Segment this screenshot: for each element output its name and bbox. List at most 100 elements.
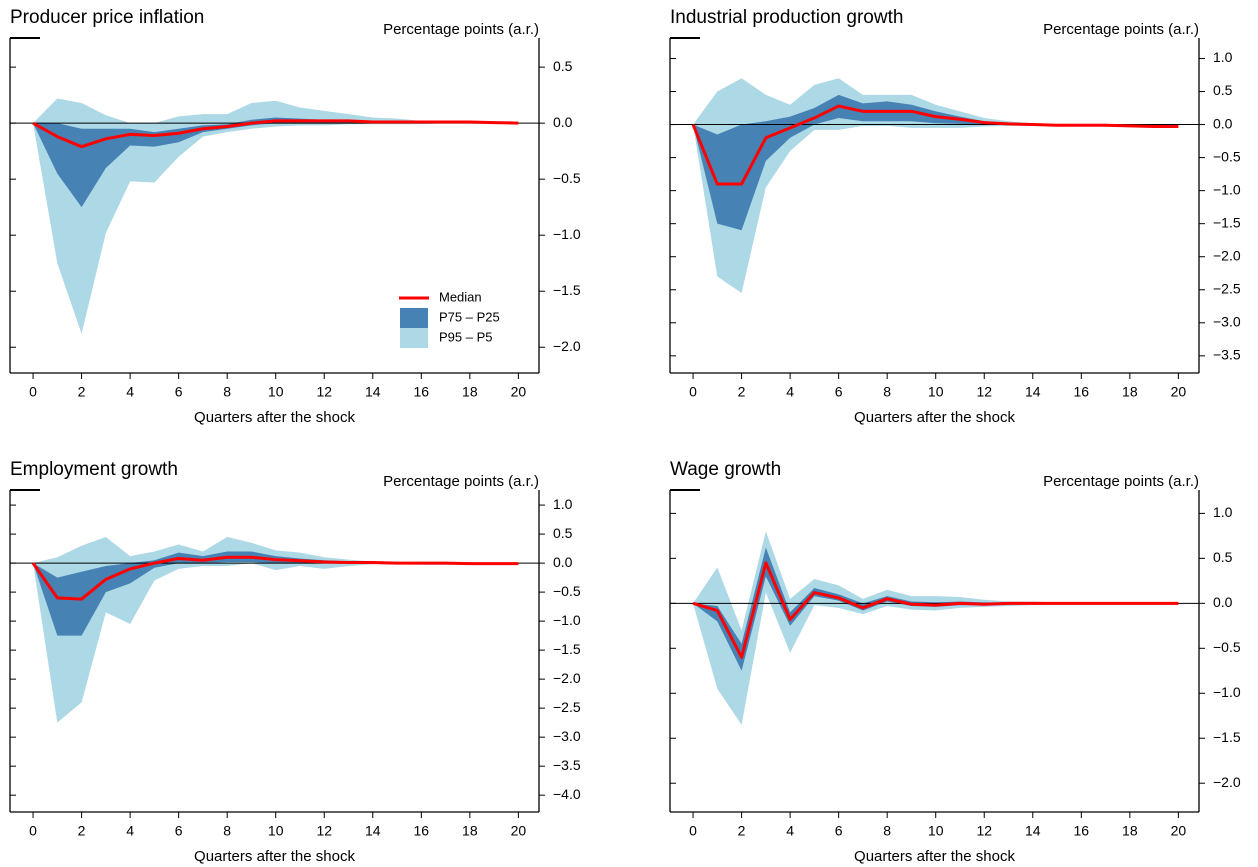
x-tick-label: 18 — [462, 384, 478, 400]
band — [33, 551, 519, 636]
legend-swatch — [400, 328, 428, 348]
band — [693, 531, 1179, 725]
y-tick-label: −2.0 — [1213, 247, 1241, 263]
x-tick-label: 0 — [689, 823, 697, 839]
y-tick-label: 0.5 — [553, 58, 573, 74]
x-tick-label: 20 — [511, 384, 527, 400]
y-tick-label: −1.5 — [553, 641, 581, 657]
x-tick-label: 6 — [835, 384, 843, 400]
y-tick-label: −1.0 — [553, 226, 581, 242]
y-tick-label: −2.0 — [1213, 774, 1241, 790]
y-tick-label: −3.5 — [1213, 347, 1241, 363]
y-tick-label: 1.0 — [1213, 504, 1233, 520]
x-tick-label: 16 — [414, 384, 430, 400]
x-tick-label: 12 — [976, 823, 992, 839]
legend-swatch — [400, 308, 428, 328]
x-tick-label: 12 — [316, 823, 332, 839]
band — [33, 117, 519, 208]
y-tick-label: −1.5 — [1213, 729, 1241, 745]
chart-title: Industrial production growth — [670, 7, 903, 28]
y-tick-label: −1.0 — [1213, 684, 1241, 700]
y-tick-label: 0.0 — [1213, 115, 1233, 131]
x-tick-label: 2 — [738, 823, 746, 839]
x-tick-label: 4 — [126, 384, 134, 400]
x-tick-label: 4 — [786, 384, 794, 400]
y-tick-label: −0.5 — [553, 170, 581, 186]
median-line — [692, 561, 1179, 659]
band — [33, 98, 519, 334]
x-tick-label: 2 — [738, 384, 746, 400]
x-tick-label: 18 — [1122, 823, 1138, 839]
x-tick-label: 2 — [78, 823, 86, 839]
x-tick-label: 20 — [1171, 384, 1187, 400]
chart-title: Wage growth — [670, 459, 781, 480]
y-axis-label: Percentage points (a.r.) — [383, 21, 539, 38]
x-tick-label: 10 — [268, 384, 284, 400]
y-tick-label: −1.5 — [1213, 214, 1241, 230]
x-tick-label: 0 — [689, 384, 697, 400]
y-axis-label: Percentage points (a.r.) — [1043, 473, 1199, 490]
y-tick-label: −3.5 — [553, 757, 581, 773]
y-tick-label: −2.5 — [553, 699, 581, 715]
y-tick-label: −0.5 — [1213, 148, 1241, 164]
x-tick-label: 4 — [126, 823, 134, 839]
chart-title: Producer price inflation — [10, 7, 204, 28]
legend-label: P95 – P5 — [439, 329, 493, 344]
legend-label: P75 – P25 — [439, 309, 500, 324]
x-tick-label: 6 — [175, 384, 183, 400]
x-tick-label: 10 — [928, 823, 944, 839]
x-tick-label: 16 — [1074, 823, 1090, 839]
median-line — [32, 119, 519, 149]
x-tick-label: 20 — [1171, 823, 1187, 839]
y-tick-label: −3.0 — [553, 728, 581, 744]
y-tick-label: −2.0 — [553, 670, 581, 686]
y-tick-label: −3.0 — [1213, 313, 1241, 329]
median-line — [31, 555, 519, 601]
x-tick-label: 6 — [175, 823, 183, 839]
x-tick-label: 6 — [835, 823, 843, 839]
x-tick-label: 14 — [1025, 384, 1041, 400]
x-tick-label: 12 — [316, 384, 332, 400]
x-tick-label: 20 — [511, 823, 527, 839]
x-tick-label: 16 — [414, 823, 430, 839]
y-tick-label: −0.5 — [553, 583, 581, 599]
y-tick-label: −2.0 — [553, 338, 581, 354]
y-tick-label: −1.5 — [553, 282, 581, 298]
y-tick-label: 0.5 — [1213, 549, 1233, 565]
y-tick-label: 0.5 — [1213, 82, 1233, 98]
x-tick-label: 18 — [1122, 384, 1138, 400]
x-tick-label: 8 — [223, 384, 231, 400]
y-tick-label: 0.0 — [553, 554, 573, 570]
y-tick-label: −0.5 — [1213, 639, 1241, 655]
x-tick-label: 8 — [883, 823, 891, 839]
y-tick-label: −1.0 — [553, 612, 581, 628]
y-tick-label: 1.0 — [553, 496, 573, 512]
band — [693, 94, 1179, 231]
x-axis-label: Quarters after the shock — [854, 848, 1015, 865]
x-tick-label: 14 — [365, 384, 381, 400]
y-axis-label: Percentage points (a.r.) — [383, 473, 539, 490]
x-tick-label: 14 — [1025, 823, 1041, 839]
x-tick-label: 4 — [786, 823, 794, 839]
legend-label: Median — [439, 289, 482, 304]
x-tick-label: 18 — [462, 823, 478, 839]
x-tick-label: 8 — [883, 384, 891, 400]
x-tick-label: 0 — [29, 384, 37, 400]
y-tick-label: −1.0 — [1213, 181, 1241, 197]
x-axis-label: Quarters after the shock — [194, 409, 355, 426]
x-axis-label: Quarters after the shock — [194, 848, 355, 865]
y-tick-label: 0.0 — [553, 114, 573, 130]
y-tick-label: 1.0 — [1213, 49, 1233, 65]
x-tick-label: 16 — [1074, 384, 1090, 400]
band — [33, 536, 519, 723]
x-tick-label: 8 — [223, 823, 231, 839]
x-tick-label: 14 — [365, 823, 381, 839]
y-tick-label: −2.5 — [1213, 280, 1241, 296]
y-tick-label: 0.0 — [1213, 594, 1233, 610]
y-axis-label: Percentage points (a.r.) — [1043, 21, 1199, 38]
x-tick-label: 10 — [928, 384, 944, 400]
x-tick-label: 12 — [976, 384, 992, 400]
median-line — [691, 104, 1179, 186]
